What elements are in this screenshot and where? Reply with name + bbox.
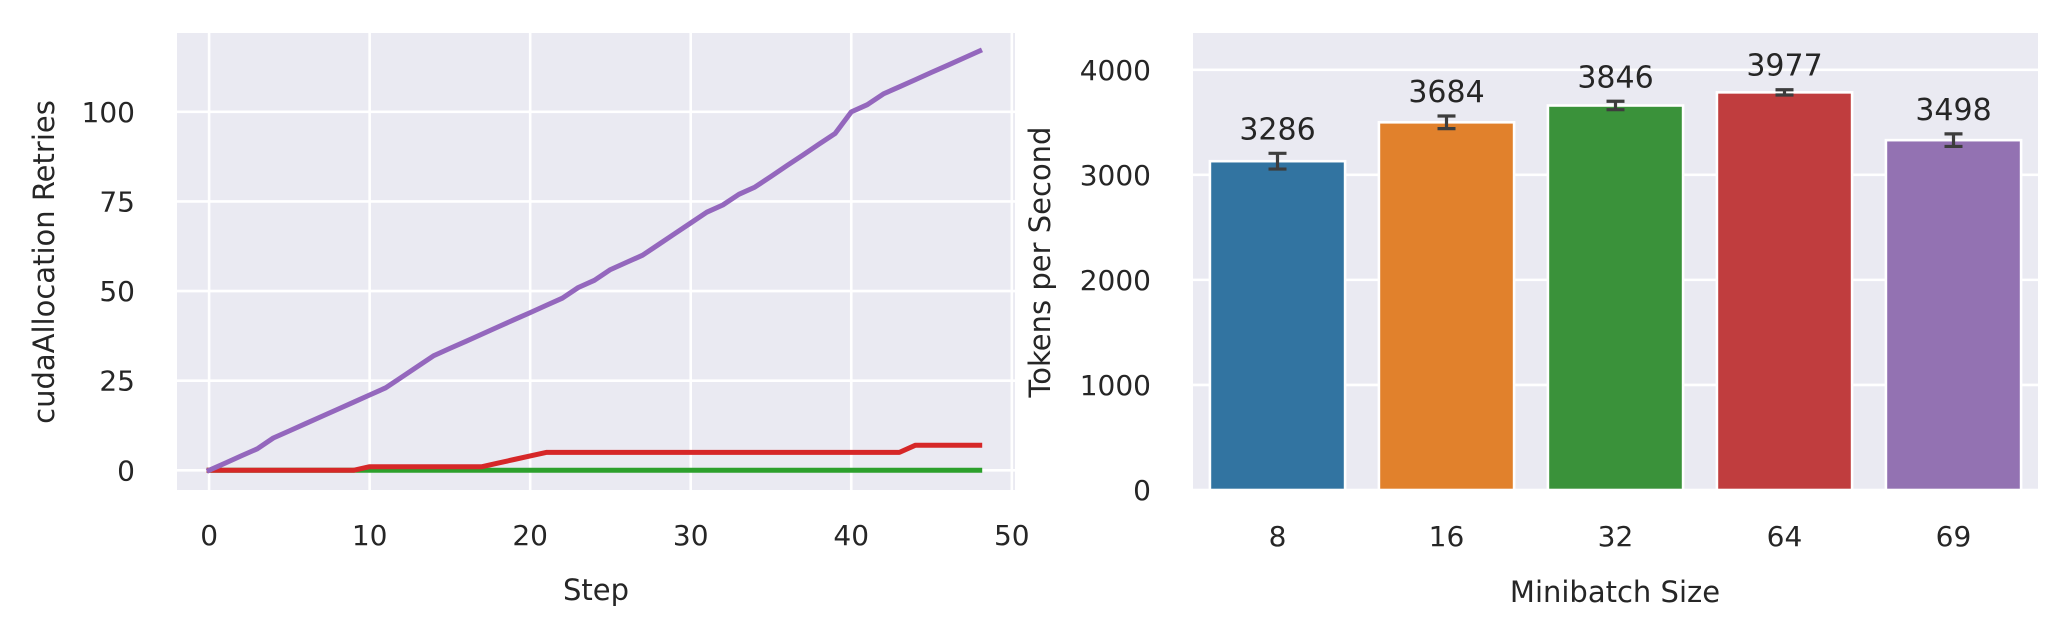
line-x-ticks: 0 10 20 30 40 50 — [200, 519, 1029, 552]
line-y-tick-label: 50 — [99, 275, 135, 308]
bar-x-ticks: 8 16 32 64 69 — [1269, 520, 1972, 553]
bar-32 — [1546, 104, 1685, 492]
bar-y-tick-label: 0 — [1133, 474, 1151, 507]
bar-y-tick-label: 2000 — [1080, 264, 1151, 297]
bar-16 — [1377, 120, 1516, 492]
line-y-tick-label: 75 — [99, 185, 135, 218]
bar-data-label-69: 3498 — [1915, 93, 1991, 128]
line-y-axis-label: cudaAllocation Retries — [27, 100, 61, 424]
bar-x-tick-label: 16 — [1429, 520, 1465, 553]
line-plot-area — [177, 33, 1015, 490]
line-chart: 0 10 20 30 40 50 0 25 50 75 100 Step cudaAllocati… — [27, 33, 1030, 607]
bar-data-labels: 3286 3684 3846 3977 3498 — [1239, 49, 1991, 148]
bar-error-bars — [1268, 88, 1963, 171]
bar-data-label-32: 3846 — [1577, 60, 1653, 95]
line-y-tick-label: 100 — [82, 96, 135, 129]
line-y-tick-label: 0 — [117, 454, 135, 487]
line-series — [205, 47, 984, 474]
line-x-axis-label: Step — [563, 573, 629, 607]
line-y-ticks: 0 25 50 75 100 — [82, 96, 135, 487]
line-x-tick-label: 20 — [512, 519, 548, 552]
bar-y-tick-label: 4000 — [1080, 54, 1151, 87]
bar-data-label-8: 3286 — [1239, 112, 1315, 147]
bar-data-label-64: 3977 — [1746, 49, 1822, 84]
bar-y-axis-label: Tokens per Second — [1023, 127, 1057, 399]
line-x-tick-label: 10 — [352, 519, 388, 552]
bar-data-label-16: 3684 — [1408, 75, 1484, 110]
bar-64 — [1715, 91, 1854, 492]
line-x-tick-label: 30 — [673, 519, 709, 552]
bar-x-axis-label: Minibatch Size — [1510, 575, 1720, 609]
bar-y-tick-label: 1000 — [1080, 369, 1151, 402]
line-x-tick-label: 40 — [833, 519, 869, 552]
bar-y-tick-label: 3000 — [1080, 159, 1151, 192]
bar-x-tick-label: 8 — [1269, 520, 1287, 553]
line-x-tick-label: 50 — [994, 519, 1030, 552]
bar-x-tick-label: 32 — [1598, 520, 1634, 553]
line-series-2 — [205, 47, 984, 474]
line-series-1 — [206, 442, 983, 473]
bar-y-ticks: 0 1000 2000 3000 4000 — [1080, 54, 1151, 507]
bar-chart: 3286 3684 3846 3977 3498 8 16 32 64 69 0 1000 2000… — [1023, 33, 2038, 609]
bar-x-tick-label: 64 — [1767, 520, 1803, 553]
bar-8 — [1208, 159, 1347, 492]
bar-x-tick-label: 69 — [1936, 520, 1972, 553]
line-x-tick-label: 0 — [200, 519, 218, 552]
line-y-tick-label: 25 — [99, 365, 135, 398]
bar-69 — [1884, 138, 2023, 492]
